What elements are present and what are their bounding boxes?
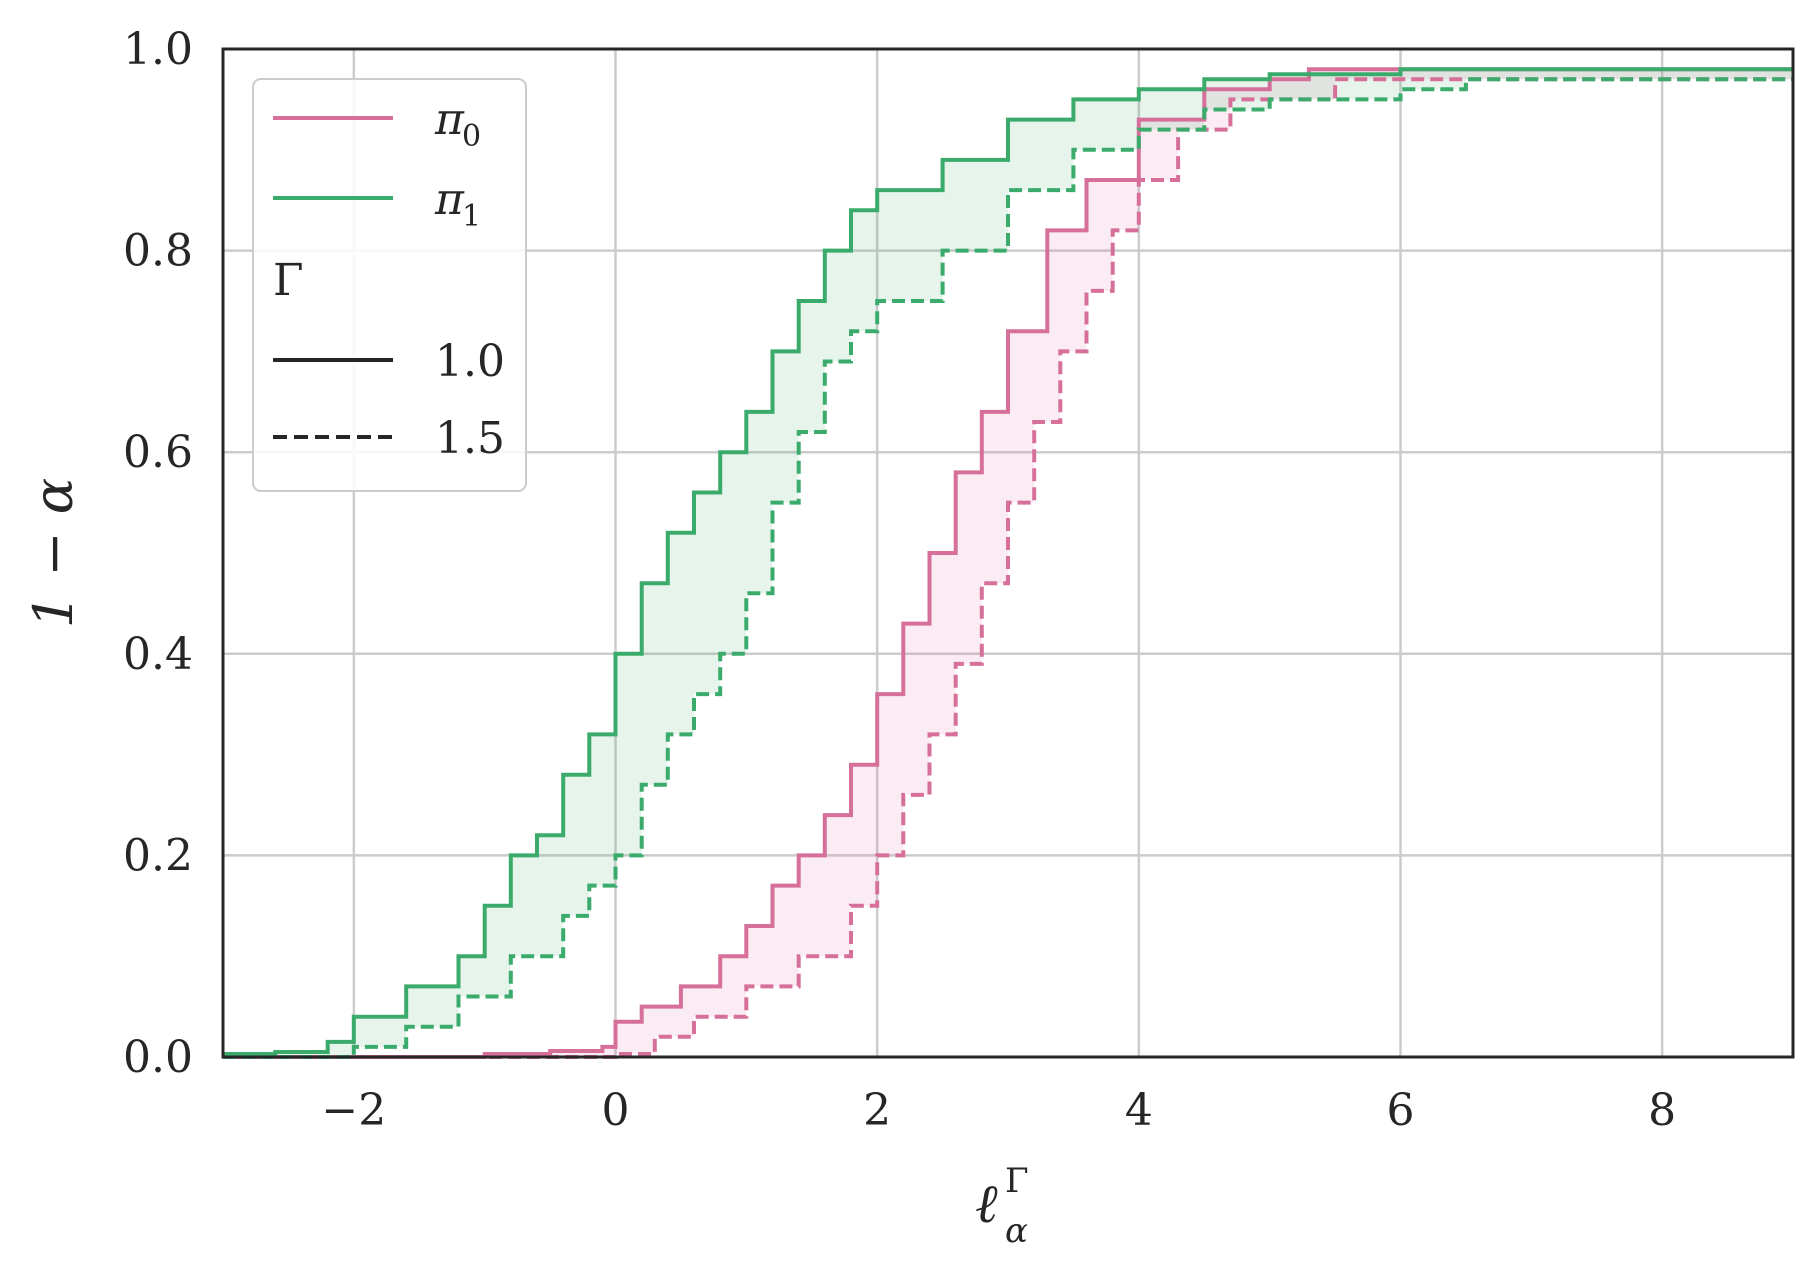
y-tick-label: 0.8 bbox=[123, 226, 193, 277]
legend-label-pi1: π bbox=[434, 174, 465, 225]
legend-label-gamma-1-0: 1.0 bbox=[435, 336, 505, 387]
series-lines bbox=[223, 67, 1793, 1059]
x-tick-label: 2 bbox=[863, 1085, 891, 1136]
series-line bbox=[223, 77, 1793, 1059]
x-axis-label: ℓ Γ α bbox=[975, 1161, 1029, 1251]
y-tick-label: 0.6 bbox=[123, 427, 193, 478]
legend-label-gamma-1-5: 1.5 bbox=[435, 413, 505, 464]
series-line bbox=[223, 67, 1793, 1059]
x-axis-label-superscript: Γ bbox=[1005, 1161, 1029, 1201]
x-tick-label: −2 bbox=[321, 1085, 386, 1136]
legend-label-pi0-subscript: 0 bbox=[462, 119, 481, 154]
plot-frame bbox=[221, 47, 1795, 1059]
legend-box bbox=[252, 78, 527, 492]
tick-labels: −2 0 2 4 6 8 0.0 0.2 0.4 0.6 0.8 1.0 bbox=[123, 24, 1676, 1136]
legend-label-pi0: π bbox=[434, 94, 465, 145]
grid-lines bbox=[223, 47, 1793, 1059]
confidence-band bbox=[223, 69, 1793, 1057]
series-line bbox=[223, 67, 1793, 1056]
x-tick-label: 6 bbox=[1387, 1085, 1415, 1136]
y-tick-label: 0.2 bbox=[123, 830, 193, 881]
y-tick-label: 0.4 bbox=[123, 629, 193, 680]
x-tick-label: 4 bbox=[1125, 1085, 1153, 1136]
y-tick-label: 0.0 bbox=[123, 1032, 193, 1083]
y-tick-label: 1.0 bbox=[123, 24, 193, 75]
legend-label-pi1-subscript: 1 bbox=[462, 199, 481, 234]
x-axis-label-subscript: α bbox=[1005, 1211, 1028, 1251]
x-tick-label: 0 bbox=[602, 1085, 630, 1136]
series-line bbox=[223, 77, 1793, 1059]
y-axis-label: 1 − α bbox=[22, 478, 85, 628]
legend-title-gamma: Γ bbox=[273, 255, 304, 306]
legend: π 0 π 1 Γ 1.0 1.5 bbox=[252, 78, 527, 492]
x-axis-label-main: ℓ bbox=[975, 1172, 998, 1235]
x-tick-label: 8 bbox=[1648, 1085, 1676, 1136]
